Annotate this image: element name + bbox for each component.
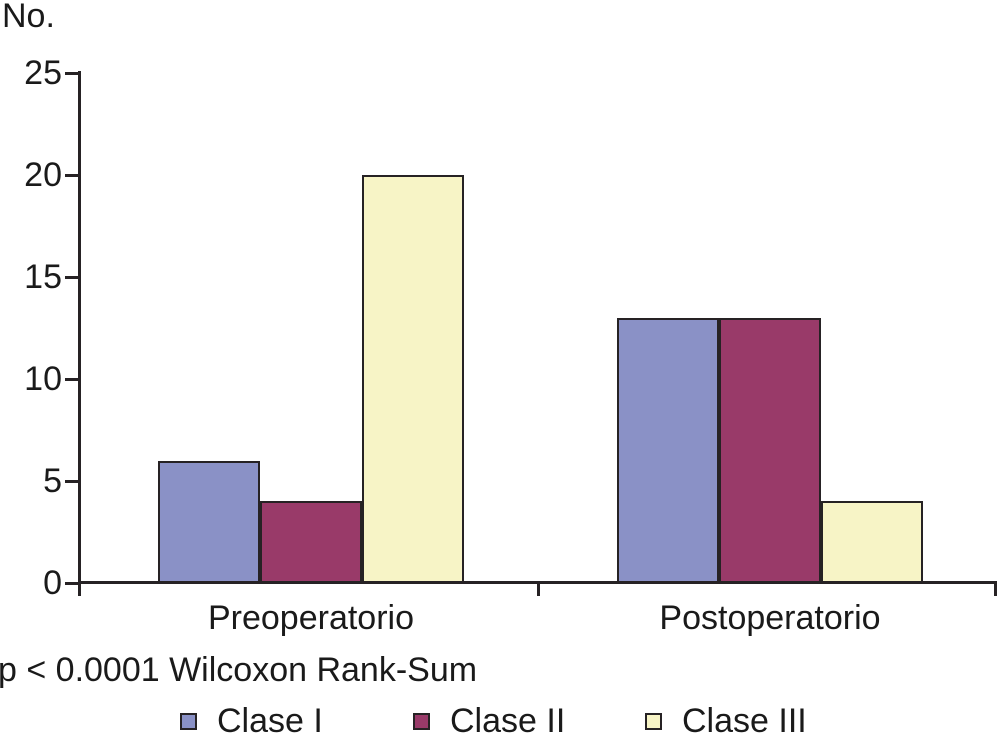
x-axis-tick [78, 581, 81, 596]
y-axis-tick-label: 15 [24, 258, 62, 296]
stat-annotation: p < 0.0001 Wilcoxon Rank-Sum [0, 651, 478, 689]
x-category-label: Postoperatorio [659, 599, 881, 637]
y-axis-tick-label: 25 [24, 54, 62, 92]
y-axis-tick [65, 71, 78, 75]
y-axis-tick-label: 20 [24, 156, 62, 194]
bar-clase-iii-postoperatorio [821, 501, 923, 583]
y-axis-line [78, 71, 81, 584]
x-category-label: Preoperatorio [207, 599, 414, 637]
legend-label: Clase III [682, 702, 807, 740]
x-axis-tick [994, 581, 997, 596]
y-axis-tick [65, 377, 78, 381]
y-axis-tick-label: 5 [43, 462, 62, 500]
legend-swatch-icon [413, 712, 430, 730]
legend-item-clase-i: Clase I [180, 701, 323, 741]
legend-swatch-icon [645, 712, 662, 730]
legend-swatch-icon [180, 712, 197, 730]
legend-item-clase-ii: Clase II [413, 701, 565, 741]
y-axis-tick-label: 0 [43, 564, 62, 602]
bar-clase-ii-postoperatorio [719, 317, 821, 583]
bar-clase-i-postoperatorio [617, 317, 719, 583]
bar-clase-i-preoperatorio [158, 460, 260, 583]
y-axis-tick [65, 173, 78, 177]
legend-label: Clase I [217, 702, 323, 740]
y-axis-tick-label: 10 [24, 360, 62, 398]
bar-clase-ii-preoperatorio [260, 501, 362, 583]
legend-item-clase-iii: Clase III [645, 701, 807, 741]
x-axis-tick [536, 581, 540, 596]
y-axis-tick [65, 275, 78, 279]
y-axis-tick [65, 581, 78, 585]
y-axis-title: No. [2, 0, 55, 35]
legend-label: Clase II [450, 702, 566, 740]
legend: Clase I Clase II Clase III [0, 701, 1000, 741]
bar-clase-iii-preoperatorio [362, 175, 464, 583]
y-axis-tick [65, 479, 78, 483]
